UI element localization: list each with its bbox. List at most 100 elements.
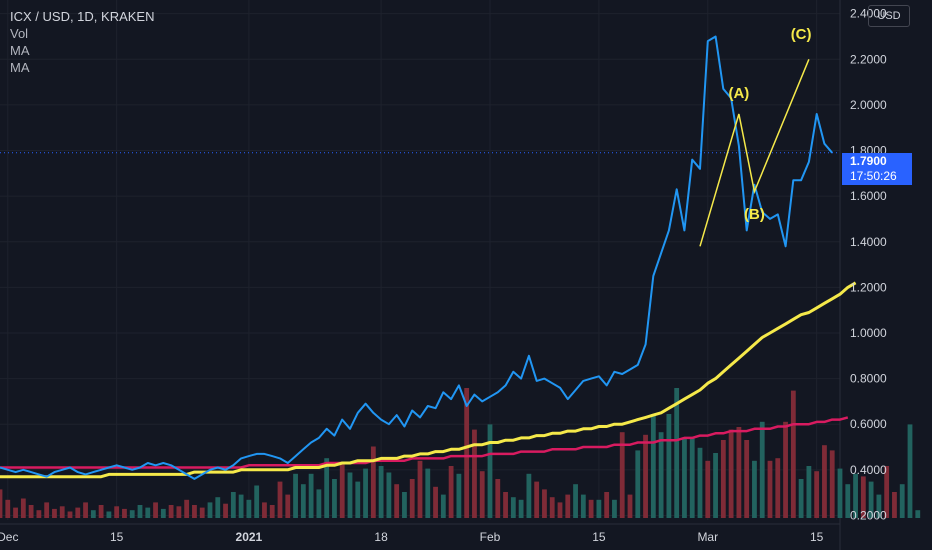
y-tick-label: 2.0000 [850,98,887,112]
volume-bar [433,486,438,518]
volume-bar [36,510,42,518]
volume-bar [192,505,197,518]
indicator-vol[interactable]: Vol [10,26,29,41]
volume-bar [246,499,252,518]
currency-button[interactable]: USD [868,5,910,27]
volume-bar [814,471,820,518]
volume-bar [612,499,617,518]
volume-bar [114,506,120,518]
wave-label-b: (B) [744,206,765,223]
volume-bar [355,481,361,518]
x-tick-label: 18 [374,530,388,544]
current-price-tag: 1.7900 17:50:26 [842,153,912,185]
indicator-ma-fast[interactable]: MA [10,43,30,58]
x-tick-label: 2021 [236,530,263,544]
volume-bar [425,468,431,518]
volume-bar [479,471,485,518]
y-tick-label: 0.4000 [850,463,887,477]
volume-bar [705,460,711,518]
volume-bar [44,502,50,518]
volume-bar [829,450,835,518]
x-tick-label: 15 [810,530,824,544]
volume-bar [199,507,205,518]
volume-bar [417,460,423,518]
volume-bar [759,421,765,518]
volume-bar [907,424,913,518]
volume-bar [145,507,151,518]
volume-bar [168,505,174,518]
volume-bar [448,466,454,518]
volume-bar [363,468,368,518]
price-line [0,35,833,480]
volume-bar [689,437,695,518]
volume-bar [83,502,88,518]
volume-bar [588,499,594,518]
volume-bar [915,510,921,518]
indicator-ma-slow[interactable]: MA [10,60,30,75]
volume-bar [876,494,882,518]
volume-bar [783,421,788,518]
volume-bar [526,473,532,518]
ma-slow-line [0,416,849,469]
ma-fast-line [0,281,857,479]
volume-bar [122,508,127,518]
volume-bar [230,492,236,518]
symbol-title[interactable]: ICX / USD, 1D, KRAKEN [10,9,155,24]
volume-bar [20,498,26,518]
volume-bar [238,494,244,518]
volume-bars [0,388,921,518]
volume-bar [394,484,400,518]
y-axis: 2.40002.20002.00001.80001.60001.40001.20… [850,7,887,523]
volume-bar [409,479,415,518]
volume-bar [495,479,501,518]
volume-bar [720,440,726,518]
wave-label-a: (A) [728,85,749,102]
volume-bar [806,466,812,518]
volume-bar [160,508,166,518]
volume-bar [223,503,228,518]
volume-bar [176,506,182,518]
volume-bar [682,437,687,518]
volume-bar [98,505,104,518]
volume-bar [90,510,96,518]
volume-bar [324,458,330,518]
series-lines [0,35,857,480]
volume-bar [13,507,18,518]
volume-bar [75,507,81,518]
x-tick-label: Dec [0,530,18,544]
volume-bar [5,499,11,518]
volume-bar [370,446,376,518]
x-tick-label: 15 [592,530,606,544]
volume-bar [580,494,586,518]
y-tick-label: 0.2000 [850,508,887,522]
volume-bar [262,502,267,518]
volume-bar [549,497,555,518]
volume-bar [106,511,112,518]
volume-bar [308,473,314,518]
volume-bar [386,472,392,518]
volume-bar [440,494,446,518]
volume-bar [752,460,757,518]
volume-bar [619,432,625,518]
x-axis: Dec 15 2021 18 Feb 15 Mar 15 [0,530,824,544]
volume-bar [503,492,508,518]
annotations: (A) (B) (C) [699,26,812,247]
chart-legend: ICX / USD, 1D, KRAKEN Vol MA MA [10,8,154,76]
volume-bar [736,427,742,518]
volume-bar [627,494,633,518]
volume-bar [378,466,384,518]
volume-bar [59,506,65,518]
volume-bar [402,492,407,518]
volume-bar [837,468,843,518]
volume-bar [518,499,524,518]
volume-bar [332,479,337,518]
current-price-label: 1.7900 [850,154,887,168]
volume-bar [542,489,547,518]
y-tick-label: 0.8000 [850,372,887,386]
volume-bar [822,445,827,518]
volume-bar [510,497,516,518]
volume-bar [899,484,905,518]
volume-bar [0,489,3,518]
